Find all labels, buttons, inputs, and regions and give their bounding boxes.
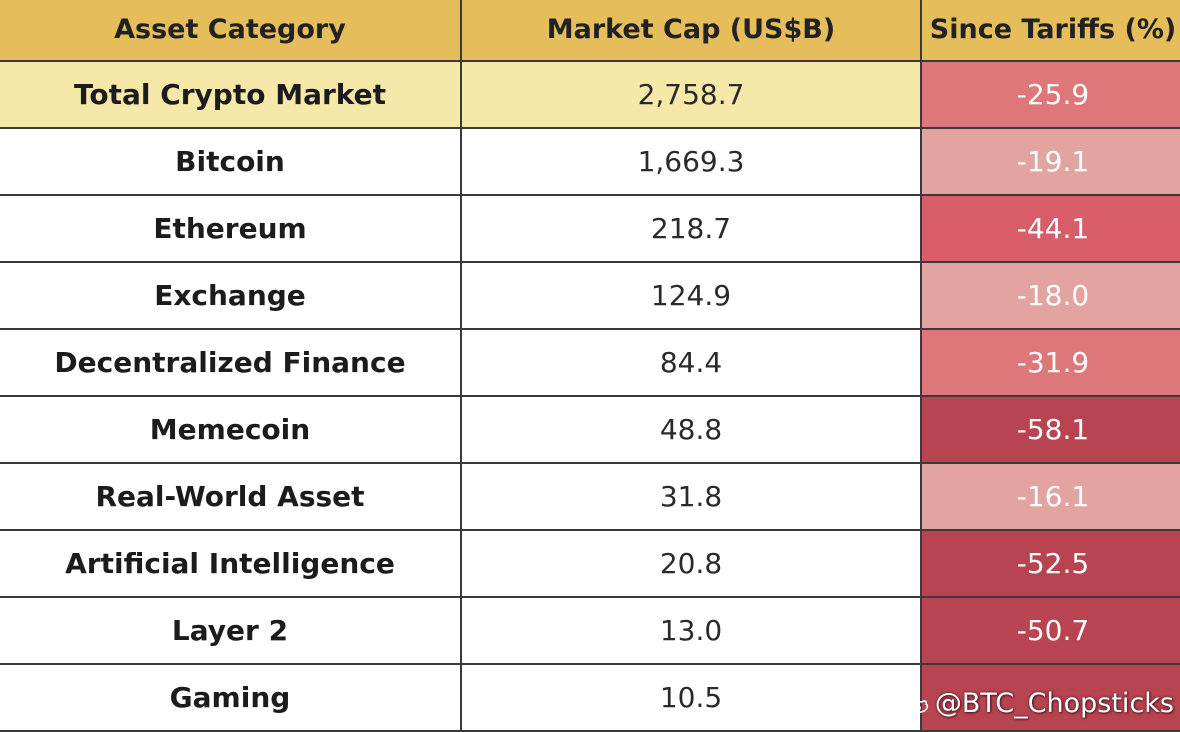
header-since-tariffs: Since Tariffs (%) [920,0,1180,62]
since-tariffs-cell: -18.0 [920,261,1180,330]
header-market-cap: Market Cap (US$B) [460,0,922,62]
market-cap-cell: 84.4 [460,328,922,397]
table-row: Ethereum 218.7 -44.1 [0,194,1180,263]
category-cell: Total Crypto Market [0,60,462,129]
category-cell: Exchange [0,261,462,330]
table-header-row: Asset Category Market Cap (US$B) Since T… [0,0,1180,62]
category-cell: Layer 2 [0,596,462,665]
table-row: Artificial Intelligence 20.8 -52.5 [0,529,1180,598]
table-row: Decentralized Finance 84.4 -31.9 [0,328,1180,397]
since-tariffs-cell: -16.1 [920,462,1180,531]
weibo-watermark-icon [909,693,931,715]
table-row: Bitcoin 1,669.3 -19.1 [0,127,1180,196]
category-cell: Artificial Intelligence [0,529,462,598]
category-cell: Ethereum [0,194,462,263]
since-tariffs-cell: -50.7 [920,596,1180,665]
since-tariffs-cell: -19.1 [920,127,1180,196]
market-cap-cell: 31.8 [460,462,922,531]
market-cap-cell: 10.5 [460,663,922,732]
watermark-text: @BTC_Chopsticks [934,688,1174,719]
since-tariffs-cell: -25.9 [920,60,1180,129]
table-row: Real-World Asset 31.8 -16.1 [0,462,1180,531]
header-asset-category: Asset Category [0,0,462,62]
table-row: Total Crypto Market 2,758.7 -25.9 [0,60,1180,129]
table-row: Memecoin 48.8 -58.1 [0,395,1180,464]
market-cap-cell: 218.7 [460,194,922,263]
since-tariffs-cell: -31.9 [920,328,1180,397]
watermark: @BTC_Chopsticks [909,688,1174,719]
category-cell: Real-World Asset [0,462,462,531]
category-cell: Bitcoin [0,127,462,196]
market-cap-cell: 1,669.3 [460,127,922,196]
category-cell: Gaming [0,663,462,732]
category-cell: Memecoin [0,395,462,464]
since-tariffs-cell: -58.1 [920,395,1180,464]
table-row: Gaming 10.5 [0,663,1180,732]
table-row: Layer 2 13.0 -50.7 [0,596,1180,665]
market-cap-cell: 48.8 [460,395,922,464]
market-cap-cell: 2,758.7 [460,60,922,129]
market-cap-cell: 124.9 [460,261,922,330]
since-tariffs-cell: -44.1 [920,194,1180,263]
market-cap-cell: 13.0 [460,596,922,665]
category-cell: Decentralized Finance [0,328,462,397]
market-cap-cell: 20.8 [460,529,922,598]
table-row: Exchange 124.9 -18.0 [0,261,1180,330]
since-tariffs-cell: -52.5 [920,529,1180,598]
